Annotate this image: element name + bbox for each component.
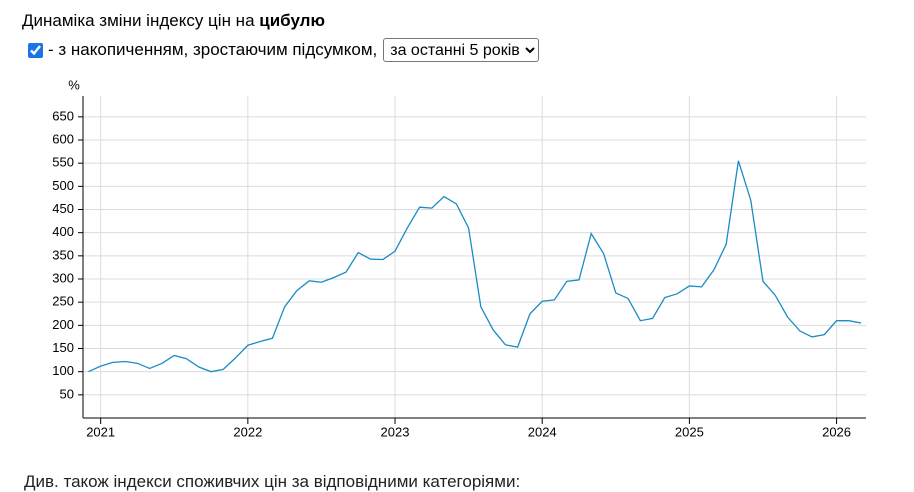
y-tick-label: 450 <box>52 201 74 216</box>
y-tick-label: 200 <box>52 317 74 332</box>
checkbox-label[interactable]: - з накопиченням, зростаючим підсумком, <box>48 40 378 59</box>
period-select[interactable]: за останні 5 років <box>383 38 540 62</box>
title-product: цибулю <box>259 11 325 30</box>
y-tick-label: 350 <box>52 247 74 262</box>
y-tick-label: 150 <box>52 340 74 355</box>
page-title: Динаміка зміни індексу цін на цибулю <box>22 11 325 31</box>
x-tick-label: 2021 <box>86 424 115 439</box>
y-tick-label: 600 <box>52 131 74 146</box>
footer-text: Див. також індекси споживчих цін за відп… <box>24 472 521 491</box>
y-tick-label: 500 <box>52 178 74 193</box>
price-index-line <box>88 160 862 373</box>
y-tick-label: 550 <box>52 155 74 170</box>
x-tick-label: 2026 <box>822 424 851 439</box>
controls: - з накопиченням, зростаючим підсумком, … <box>26 38 540 62</box>
y-tick-label: 250 <box>52 294 74 309</box>
x-tick-label: 2022 <box>233 424 262 439</box>
y-tick-label: 100 <box>52 363 74 378</box>
x-tick-label: 2024 <box>528 424 557 439</box>
y-tick-label: 650 <box>52 108 74 123</box>
y-tick-label: 400 <box>52 224 74 239</box>
y-tick-label: 300 <box>52 270 74 285</box>
x-tick-label: 2023 <box>381 424 410 439</box>
cumulative-checkbox[interactable] <box>28 42 43 58</box>
y-tick-label: 50 <box>60 386 74 401</box>
x-tick-label: 2025 <box>675 424 704 439</box>
title-text: Динаміка зміни індексу цін на <box>22 11 255 30</box>
y-axis-label: % <box>68 77 80 92</box>
